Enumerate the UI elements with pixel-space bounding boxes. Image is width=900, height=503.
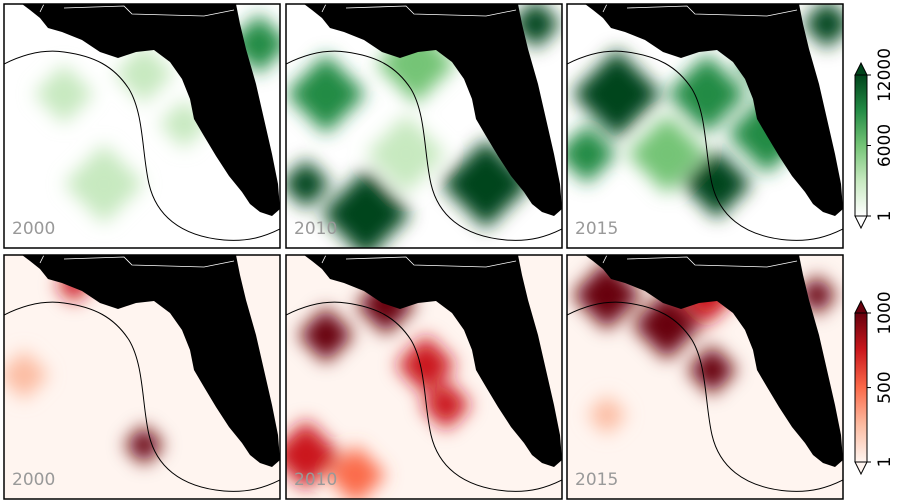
- year-label: 2000: [12, 470, 55, 490]
- colorbar-tick-label: 6000: [875, 124, 895, 167]
- year-label: 2010: [294, 219, 337, 239]
- map-panel: 2000: [3, 254, 281, 500]
- colorbar-extend: [854, 461, 868, 476]
- colorbar-tick-label: 12000: [875, 48, 895, 102]
- colorbar-bar: [854, 312, 868, 463]
- map-panel: 2015: [566, 254, 844, 500]
- map-panel: 2015: [566, 3, 844, 249]
- colorbar: 1 6000 12000: [854, 48, 895, 230]
- colorbar-tick-label: 1000: [875, 291, 895, 334]
- colorbar-tick-label: 1: [875, 457, 895, 468]
- year-label: 2015: [575, 470, 618, 490]
- year-label: 2015: [575, 219, 618, 239]
- colorbar-bar: [854, 74, 868, 217]
- colorbar: 1 500 1000: [854, 291, 895, 476]
- map-panel: 2010: [285, 3, 563, 249]
- year-label: 2000: [12, 219, 55, 239]
- colorbar-tick-label: 1: [875, 211, 895, 222]
- map-panel: 2010: [285, 254, 563, 500]
- map-panel: 2000: [3, 3, 281, 249]
- year-label: 2010: [294, 470, 337, 490]
- colorbar-extend: [854, 215, 868, 230]
- colorbar-extend: [854, 299, 868, 314]
- colorbar-extend: [854, 61, 868, 76]
- colorbar-tick-label: 500: [875, 371, 895, 403]
